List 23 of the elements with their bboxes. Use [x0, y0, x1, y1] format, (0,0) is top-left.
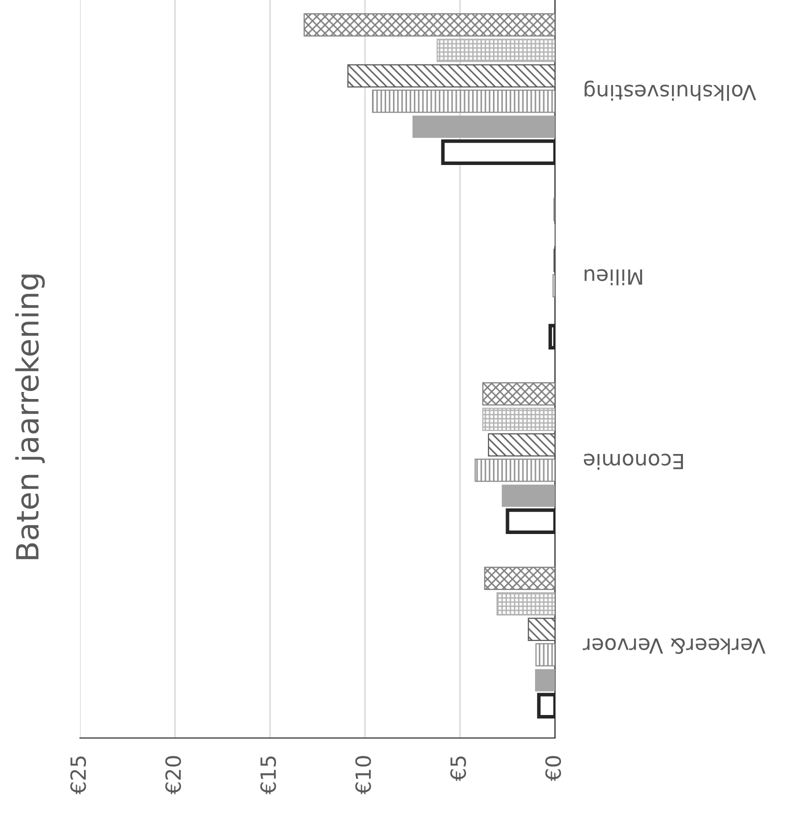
x-tick-label: €20	[165, 756, 182, 794]
y-tick-label: Economie	[584, 454, 683, 470]
y-tick-label: Verkeer& Vervoer	[582, 638, 766, 654]
bar	[304, 13, 555, 37]
x-tick-label: €0	[545, 756, 562, 782]
x-tick-label: €15	[260, 756, 276, 794]
bar	[347, 64, 555, 88]
bar	[482, 382, 555, 406]
text: Baten jaarrekening	[15, 274, 45, 560]
bar	[496, 592, 555, 616]
y-tick-label: Milieu	[584, 269, 642, 286]
bar	[535, 643, 555, 666]
bar	[488, 433, 555, 456]
x-tick-label: €25	[70, 756, 86, 794]
x-tick-label: €10	[355, 756, 372, 794]
bar	[528, 618, 555, 641]
x-tick-label: €5	[450, 756, 466, 782]
y-tick-label: Volkshuisvesting	[584, 80, 756, 101]
bar	[474, 458, 555, 482]
bar	[484, 566, 555, 590]
bar	[436, 38, 555, 62]
bar	[372, 90, 555, 113]
bar	[482, 408, 555, 431]
